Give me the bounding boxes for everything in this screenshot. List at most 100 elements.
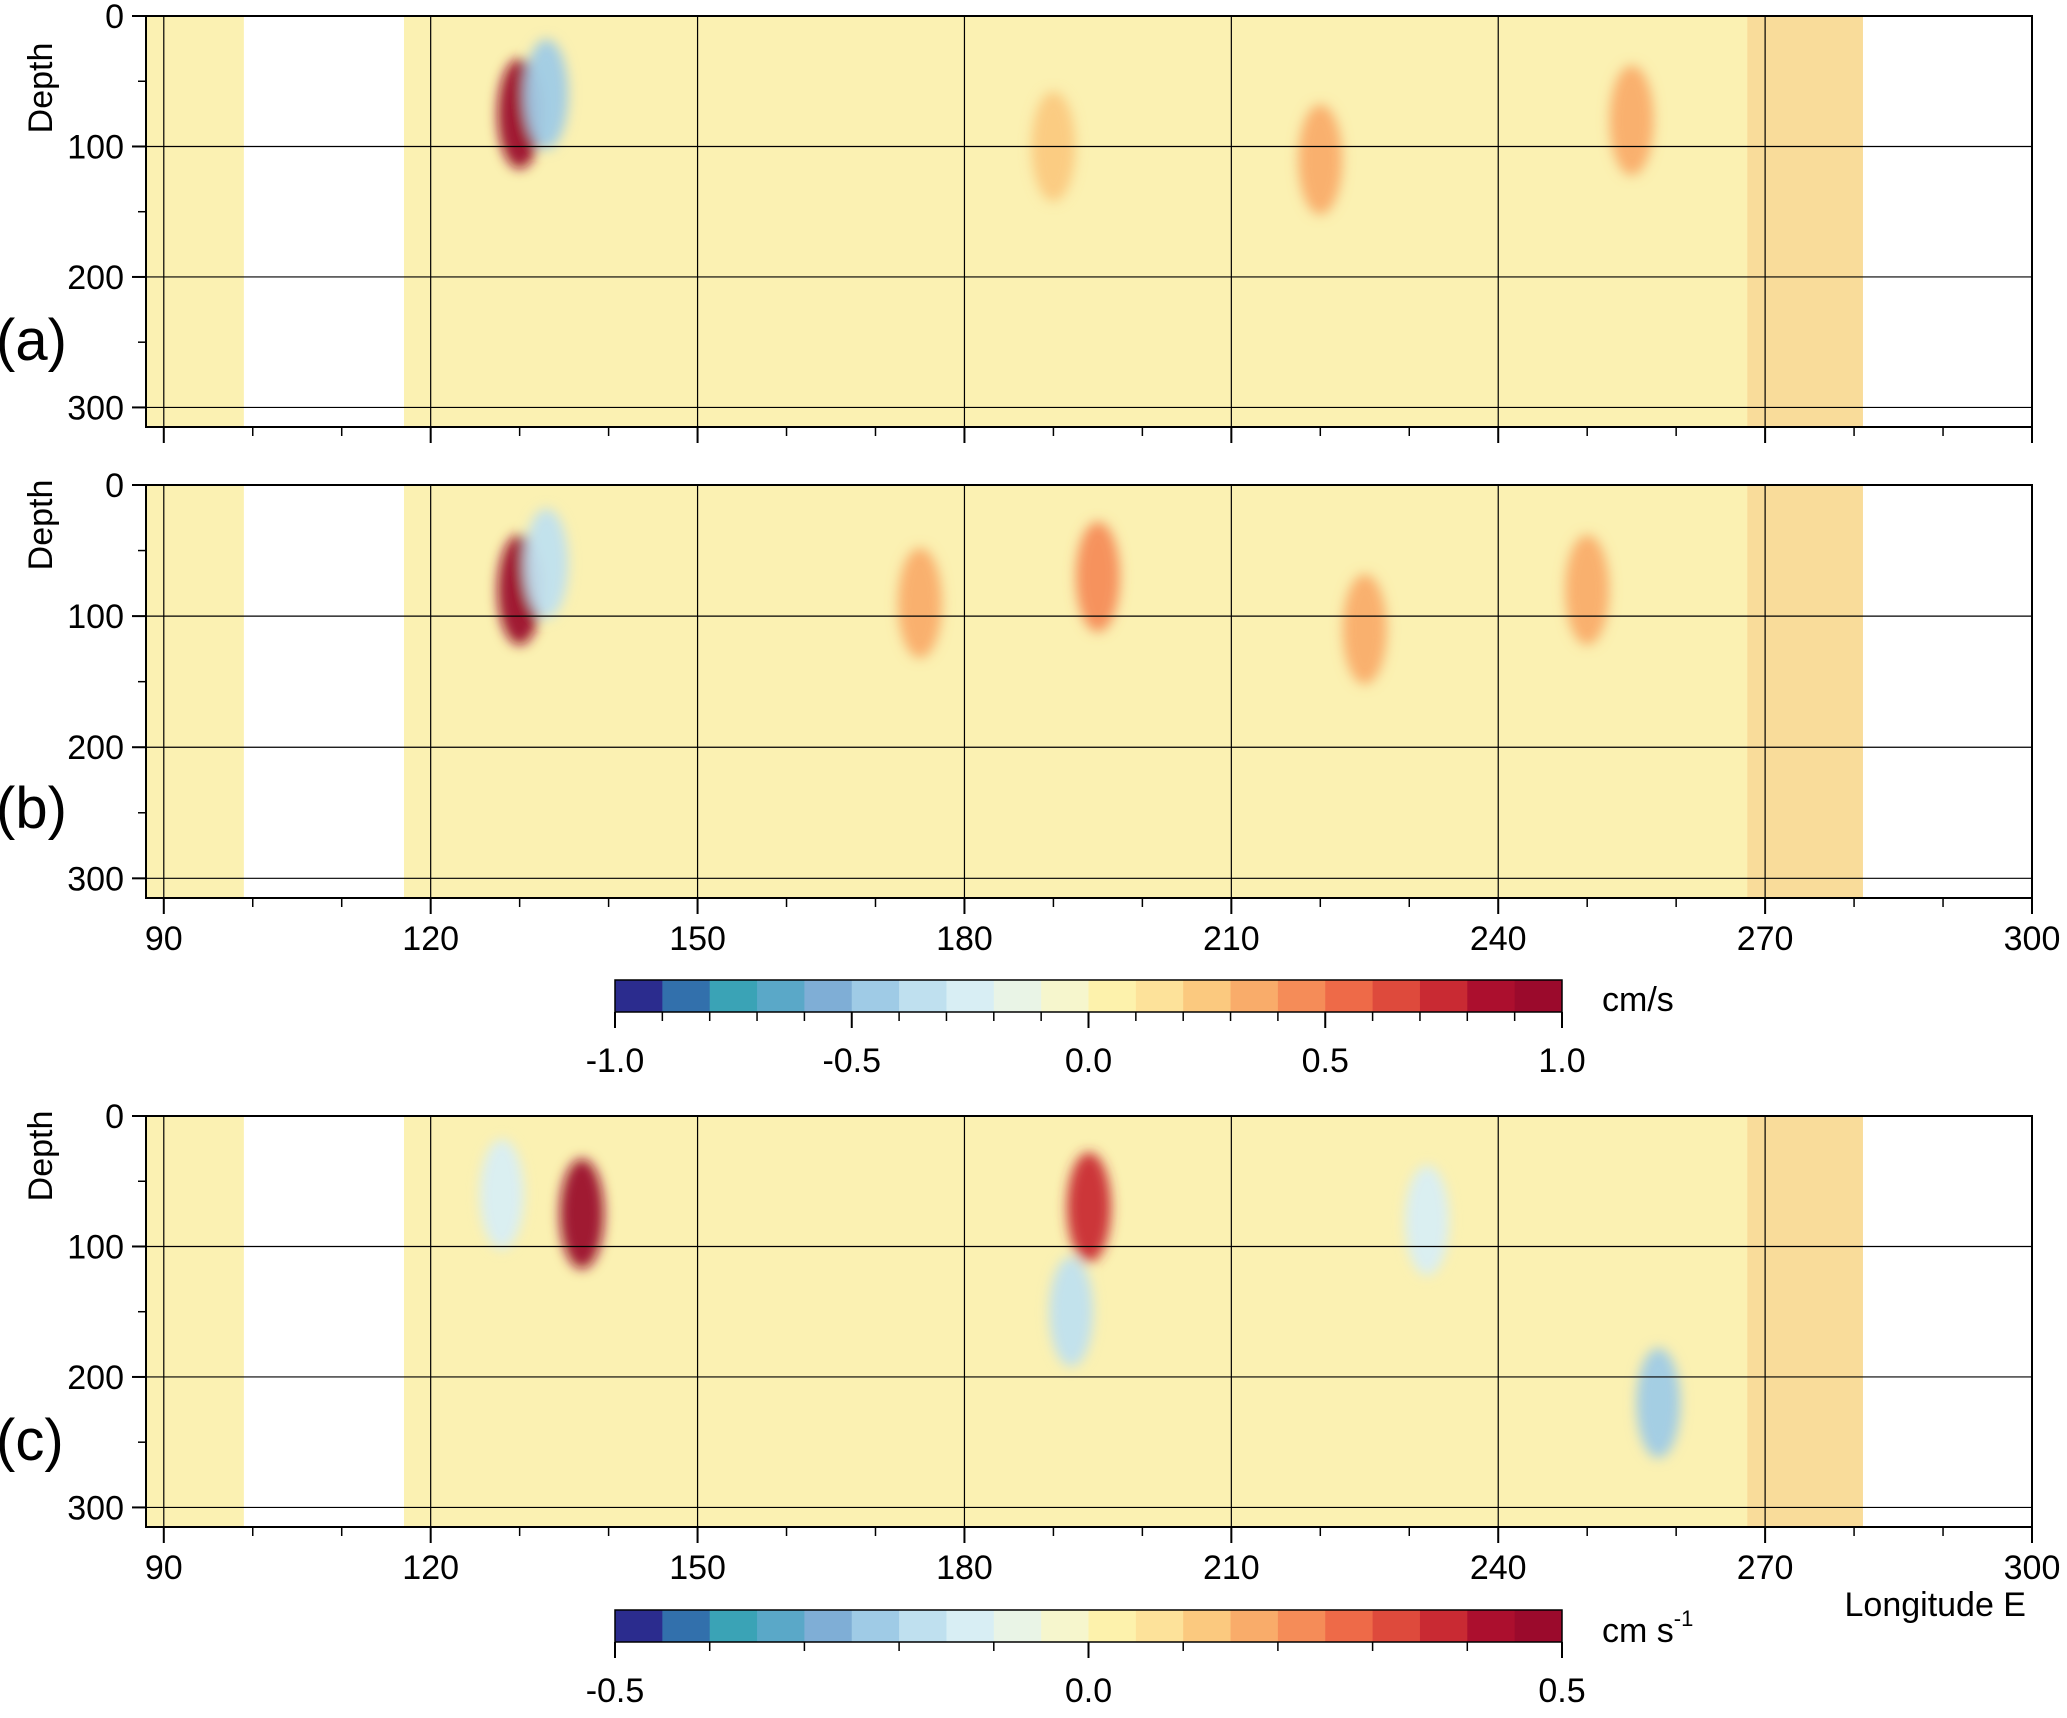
colorbar-cell	[1514, 1610, 1563, 1642]
colorbar-cell	[615, 980, 663, 1012]
y-ticks-c: 0 100 200 300	[67, 1098, 146, 1527]
colorbar-cell	[1135, 1610, 1184, 1642]
field-feature	[524, 508, 569, 619]
panel-label-a: (a)	[0, 308, 67, 373]
x-tick-label: 150	[669, 920, 726, 958]
field-feature	[559, 1158, 604, 1269]
colorbar-tick-label: -0.5	[822, 1042, 881, 1080]
y-tick-label: 100	[67, 128, 124, 166]
colorbar-cell	[1325, 1610, 1374, 1642]
field-background	[146, 1116, 1863, 1527]
colorbar-1-unit: cm/s	[1602, 981, 1674, 1019]
colorbar-cell	[1419, 980, 1468, 1012]
colorbar-cell	[899, 980, 947, 1012]
field-feature	[1067, 1152, 1111, 1263]
x-tick-label: 210	[1203, 920, 1260, 958]
colorbar-1-cells	[615, 980, 1563, 1012]
field-feature	[1609, 65, 1654, 176]
plot-frame-a	[145, 15, 2033, 428]
colorbar-cell	[1088, 980, 1137, 1012]
heatmap-a	[146, 16, 2032, 427]
no-data-east	[1862, 16, 2032, 427]
colorbar-cell	[1230, 1610, 1279, 1642]
colorbar-cell	[662, 980, 711, 1012]
x-tick-label: 270	[1737, 1549, 1794, 1587]
y-tick-label: 300	[67, 860, 124, 898]
colorbar-cell	[804, 980, 853, 1012]
colorbar-tick-label: 0.0	[1065, 1042, 1112, 1080]
colorbar-cell	[1183, 980, 1232, 1012]
colorbar-cell	[1277, 1610, 1326, 1642]
x-tick-label: 150	[669, 1549, 726, 1587]
x-ticks-a	[162, 427, 2033, 443]
colorbar-cell	[1467, 980, 1516, 1012]
x-tick-label: 120	[402, 920, 459, 958]
colorbar-cell	[946, 1610, 995, 1642]
panel-c: Depth (c) 0 100 200 300 90 120 150 180 210 240 27…	[0, 1098, 2060, 1624]
field-feature	[1298, 104, 1343, 215]
y-axis-title-b: Depth	[22, 480, 60, 571]
colorbar-cell	[1277, 980, 1326, 1012]
colorbar-2: -0.5 0.0 0.5 cm s-1	[586, 1606, 1694, 1710]
colorbar-tick-label: 0.5	[1538, 1672, 1585, 1710]
x-tick-label: 120	[402, 1549, 459, 1587]
y-tick-label: 100	[67, 1228, 124, 1266]
y-tick-label: 200	[67, 729, 124, 767]
colorbar-cell	[1135, 980, 1184, 1012]
no-data-east	[1862, 485, 2032, 898]
colorbar-cell	[615, 1610, 663, 1642]
x-ticks-c: 90 120 150 180 210 240 270 300	[145, 1527, 2060, 1587]
y-ticks-b: 0 100 200 300	[67, 467, 146, 898]
heatmap-b	[146, 485, 2032, 898]
panel-a: Depth (a) 0 100 200 300	[0, 0, 2033, 443]
field-feature	[1405, 1165, 1450, 1276]
y-tick-label: 200	[67, 1359, 124, 1397]
y-tick-label: 300	[67, 389, 124, 427]
field-background	[146, 16, 1863, 427]
colorbar-tick-label: 1.0	[1538, 1042, 1585, 1080]
x-tick-label: 90	[145, 1549, 183, 1587]
colorbar-2-cells	[615, 1610, 1563, 1642]
missing-data-band	[243, 485, 404, 898]
x-tick-label: 240	[1470, 920, 1527, 958]
colorbar-cell	[1088, 1610, 1137, 1642]
x-tick-label: 90	[145, 920, 183, 958]
colorbar-cell	[709, 1610, 758, 1642]
y-ticks-a: 0 100 200 300	[67, 0, 146, 427]
field-feature	[1075, 521, 1120, 632]
field-feature	[1565, 534, 1610, 645]
y-tick-label: 100	[67, 598, 124, 636]
x-ticks-b: 90 120 150 180 210 240 270 300	[145, 898, 2060, 958]
field-feature	[524, 39, 569, 150]
colorbar-tick-label: -1.0	[586, 1042, 645, 1080]
colorbar-cell	[1372, 1610, 1421, 1642]
x-tick-label: 180	[936, 1549, 993, 1587]
panel-label-b: (b)	[0, 776, 67, 841]
colorbar-cell	[757, 980, 805, 1012]
no-data-east	[1862, 1116, 2032, 1527]
field-feature	[1636, 1348, 1681, 1459]
colorbar-cell	[899, 1610, 947, 1642]
x-tick-label: 210	[1203, 1549, 1260, 1587]
panel-label-c: (c)	[0, 1408, 64, 1473]
colorbar-cell	[1183, 1610, 1232, 1642]
y-tick-label: 300	[67, 1489, 124, 1527]
field-feature	[1342, 574, 1387, 685]
heatmap-c	[146, 1116, 2032, 1527]
colorbar-cell	[993, 980, 1042, 1012]
colorbar-tick-label: 0.5	[1302, 1042, 1349, 1080]
colorbar-cell	[946, 980, 995, 1012]
colorbar-1-ticks: -1.0 -0.5 0.0 0.5 1.0	[586, 1012, 1586, 1080]
missing-data-band	[243, 16, 404, 427]
plot-frame-c	[145, 1115, 2033, 1528]
x-axis-title-c: Longitude E	[1845, 1586, 2027, 1624]
colorbar-2-unit-exponent: -1	[1674, 1606, 1694, 1631]
x-tick-label: 300	[2004, 920, 2061, 958]
y-tick-label: 0	[105, 1098, 124, 1136]
colorbar-cell	[993, 1610, 1042, 1642]
colorbar-cell	[1041, 980, 1089, 1012]
colorbar-cell	[709, 980, 758, 1012]
field-feature	[479, 1139, 524, 1250]
colorbar-tick-label: -0.5	[586, 1672, 645, 1710]
